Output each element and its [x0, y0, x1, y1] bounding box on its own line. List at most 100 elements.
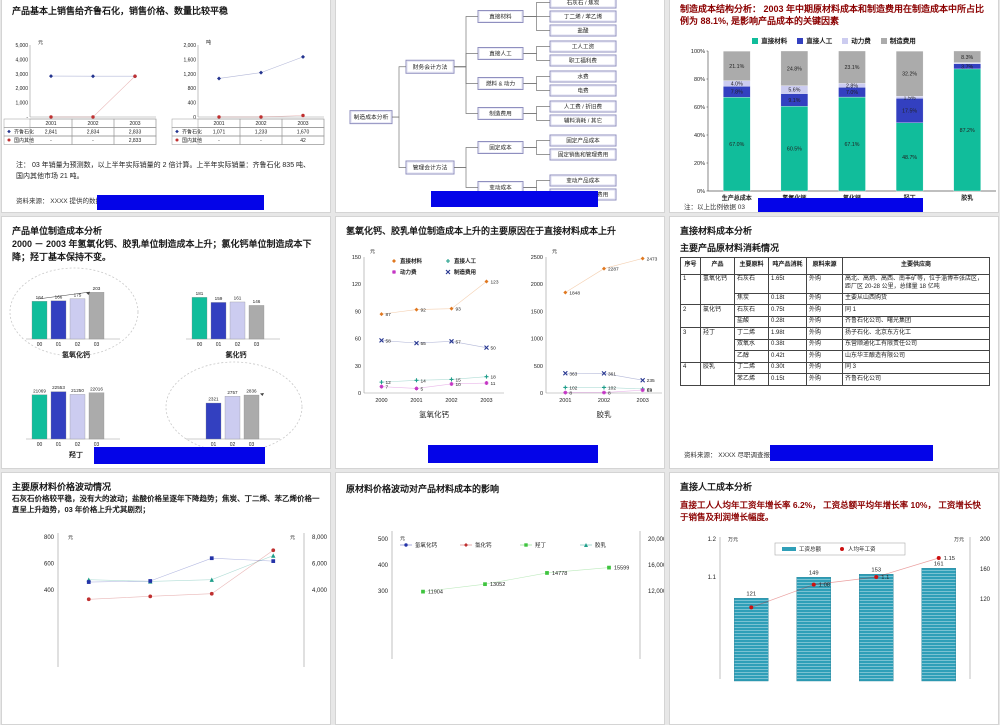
svg-text:2002: 2002	[598, 398, 610, 404]
svg-text:元: 元	[552, 249, 557, 255]
svg-text:-: -	[92, 138, 94, 144]
svg-text:14778: 14778	[552, 571, 567, 577]
slide1-note: 注： 03 年销量为预测数，以上半年实际销量的 2 倍计算。上半年实际销量：齐鲁…	[16, 162, 311, 180]
svg-text:1.5%: 1.5%	[904, 95, 916, 101]
table-row: 2 氯化钙 石灰石 0.75t 外购同 1	[680, 304, 990, 328]
svg-text:8.3%: 8.3%	[961, 55, 973, 61]
svg-text:2000: 2000	[531, 282, 543, 288]
svg-text:人均年工资: 人均年工资	[848, 545, 876, 553]
svg-text:万元: 万元	[728, 537, 738, 543]
svg-text:2002: 2002	[445, 398, 457, 404]
svg-text:161: 161	[234, 295, 242, 300]
svg-text:1,233: 1,233	[255, 130, 268, 136]
svg-text:2,841: 2,841	[45, 130, 58, 136]
slide-1-sales-overview[interactable]: 产品基本上销售给齐鲁石化，销售价格、数量比较平稳 元 5,000 4,000 3,00…	[1, 0, 331, 213]
svg-text:丁二烯 / 苯乙烯: 丁二烯 / 苯乙烯	[564, 13, 603, 21]
slide-2-cost-tree[interactable]: 石灰石 / 焦炭 丁二烯 / 苯乙烯 盐酸 直接材料 工人工资 职工福利费 直接人工 水费 电费…	[335, 0, 665, 213]
table-row: 盐酸 0.28t 外购 齐鲁石化公司、曙光集团	[681, 315, 990, 328]
slide-4-unit-cost[interactable]: 产品单位制造成本分析 2000 － 2003 年氢氧化钙、胶乳单位制造成本上升；…	[1, 216, 331, 469]
svg-text:元: 元	[290, 535, 295, 541]
svg-text:21.1%: 21.1%	[729, 64, 744, 70]
svg-text:80%: 80%	[694, 77, 705, 83]
svg-text:氢氧化钙: 氢氧化钙	[415, 541, 438, 549]
svg-text:02: 02	[75, 342, 81, 348]
svg-text:32.2%: 32.2%	[902, 72, 917, 78]
slide-5-cost-drivers[interactable]: 氢氧化钙、胶乳单位制造成本上升的主要原因在于直接材料成本上升 元 150 120 90…	[335, 216, 665, 469]
svg-text:水费: 水费	[577, 73, 589, 81]
legend-swatch-icon	[797, 38, 804, 44]
svg-text:4.0%: 4.0%	[731, 81, 743, 87]
svg-text:120: 120	[352, 282, 361, 288]
svg-text:203: 203	[93, 286, 101, 291]
svg-text:42: 42	[300, 138, 306, 144]
svg-text:国内其他: 国内其他	[182, 137, 202, 144]
slide4-body: 2000 － 2003 年氢氧化钙、胶乳单位制造成本上升；氯化钙单位制造成本下降…	[12, 239, 312, 263]
slide-9-labor-cost[interactable]: 直接人工成本分析 直接工人人均年工资年增长率 6.2%， 工资总额平均年增长率 …	[669, 472, 999, 725]
svg-text:-: -	[260, 138, 262, 144]
svg-text:胶乳: 胶乳	[597, 409, 612, 419]
svg-text:120: 120	[980, 597, 991, 603]
material-table: 序号 产品 主要原料 吨产品消耗 原料来源 主要供应商 1 氢氧化钙 石灰石 1.65t 外购 高北、…	[680, 257, 990, 386]
redaction-bar	[770, 445, 933, 461]
svg-text:5.6%: 5.6%	[788, 88, 800, 94]
svg-text:财务会计方法: 财务会计方法	[413, 63, 448, 71]
svg-text:1848: 1848	[569, 290, 580, 296]
svg-text:2,833: 2,833	[129, 130, 142, 136]
svg-text:元: 元	[38, 40, 43, 46]
svg-text:175: 175	[74, 292, 82, 297]
slide-8-price-impact[interactable]: 原材料价格波动对产品材料成本的影响 元 500 400 300 20,000 16,000…	[335, 472, 665, 725]
svg-text:2003: 2003	[129, 121, 140, 127]
svg-text:2003: 2003	[297, 121, 308, 127]
svg-text:2003: 2003	[637, 398, 649, 404]
svg-text:2001: 2001	[45, 121, 56, 127]
svg-text:10: 10	[456, 382, 462, 388]
svg-text:21250: 21250	[71, 388, 84, 393]
redaction-bar	[758, 198, 923, 212]
svg-text:羟丁: 羟丁	[535, 541, 547, 549]
legend-swatch-icon	[752, 38, 759, 44]
legend-item: 直接材料	[752, 35, 787, 45]
svg-text:01: 01	[56, 442, 62, 448]
svg-text:元: 元	[370, 249, 375, 255]
svg-text:200: 200	[980, 537, 991, 543]
svg-text:58: 58	[386, 338, 392, 344]
svg-text:2002: 2002	[255, 121, 266, 127]
svg-text:800: 800	[188, 86, 197, 92]
wage-combo-chart: 万元 万元 1.2 1.1 200 160 120 工资总额 人均年工资 121 149 153 161…	[708, 537, 991, 682]
svg-text:1,200: 1,200	[183, 72, 196, 78]
svg-text:1,000: 1,000	[15, 101, 28, 107]
svg-text:153: 153	[871, 567, 881, 573]
slide-6-material-table[interactable]: 直接材料成本分析 主要产品原材料消耗情况 序号 产品 主要原料 吨产品消耗 原料来源 主要…	[669, 216, 999, 469]
cost-structure-stacked-bar-chart: 100% 80% 60% 40% 20% 0% 67.0% 7.8% 4.0% 21.1% 生产总成…	[691, 49, 996, 202]
svg-text:盐酸: 盐酸	[577, 27, 589, 35]
svg-text:生产总成本: 生产总成本	[722, 194, 753, 202]
svg-text:制造费用: 制造费用	[489, 110, 511, 118]
slide-3-cost-structure[interactable]: 制造成本结构分析： 2003 年中期原材料成本和制造费用在制造成本中所占比例为 …	[669, 0, 999, 213]
svg-text:齐鲁石化: 齐鲁石化	[182, 129, 202, 136]
svg-text:0: 0	[193, 115, 196, 121]
svg-text:1.08: 1.08	[819, 583, 830, 589]
svg-text:102: 102	[608, 385, 616, 391]
svg-text:2003: 2003	[480, 398, 492, 404]
svg-text:01: 01	[56, 342, 62, 348]
svg-text:400: 400	[378, 563, 389, 569]
svg-text:动力费: 动力费	[400, 268, 417, 276]
svg-text:2001: 2001	[559, 398, 571, 404]
slide3-title: 制造成本结构分析： 2003 年中期原材料成本和制造费用在制造成本中所占比例为 …	[680, 4, 985, 27]
svg-text:固定销售和管理费用: 固定销售和管理费用	[558, 151, 608, 159]
slide6-subtitle: 主要产品原材料消耗情况	[680, 243, 780, 253]
svg-text:5,000: 5,000	[15, 43, 28, 49]
svg-text:1500: 1500	[531, 309, 543, 315]
svg-text:辅料消耗 / 其它: 辅料消耗 / 其它	[564, 117, 603, 125]
svg-text:22553: 22553	[52, 385, 65, 390]
svg-text:146: 146	[253, 299, 261, 304]
slide9-body: 直接工人人均年工资年增长率 6.2%， 工资总额平均年增长率 10%， 工资增长…	[680, 500, 981, 523]
svg-text:2757: 2757	[227, 390, 238, 395]
svg-text:53: 53	[647, 388, 653, 394]
svg-text:16,000: 16,000	[648, 563, 665, 569]
svg-text:24.8%: 24.8%	[787, 66, 802, 72]
table-header: 原料来源	[806, 257, 843, 275]
slide-7-raw-material-prices[interactable]: 主要原材料价格波动情况 石灰石价格较平稳，没有大的波动；盐酸价格呈逐年下降趋势；…	[1, 472, 331, 725]
